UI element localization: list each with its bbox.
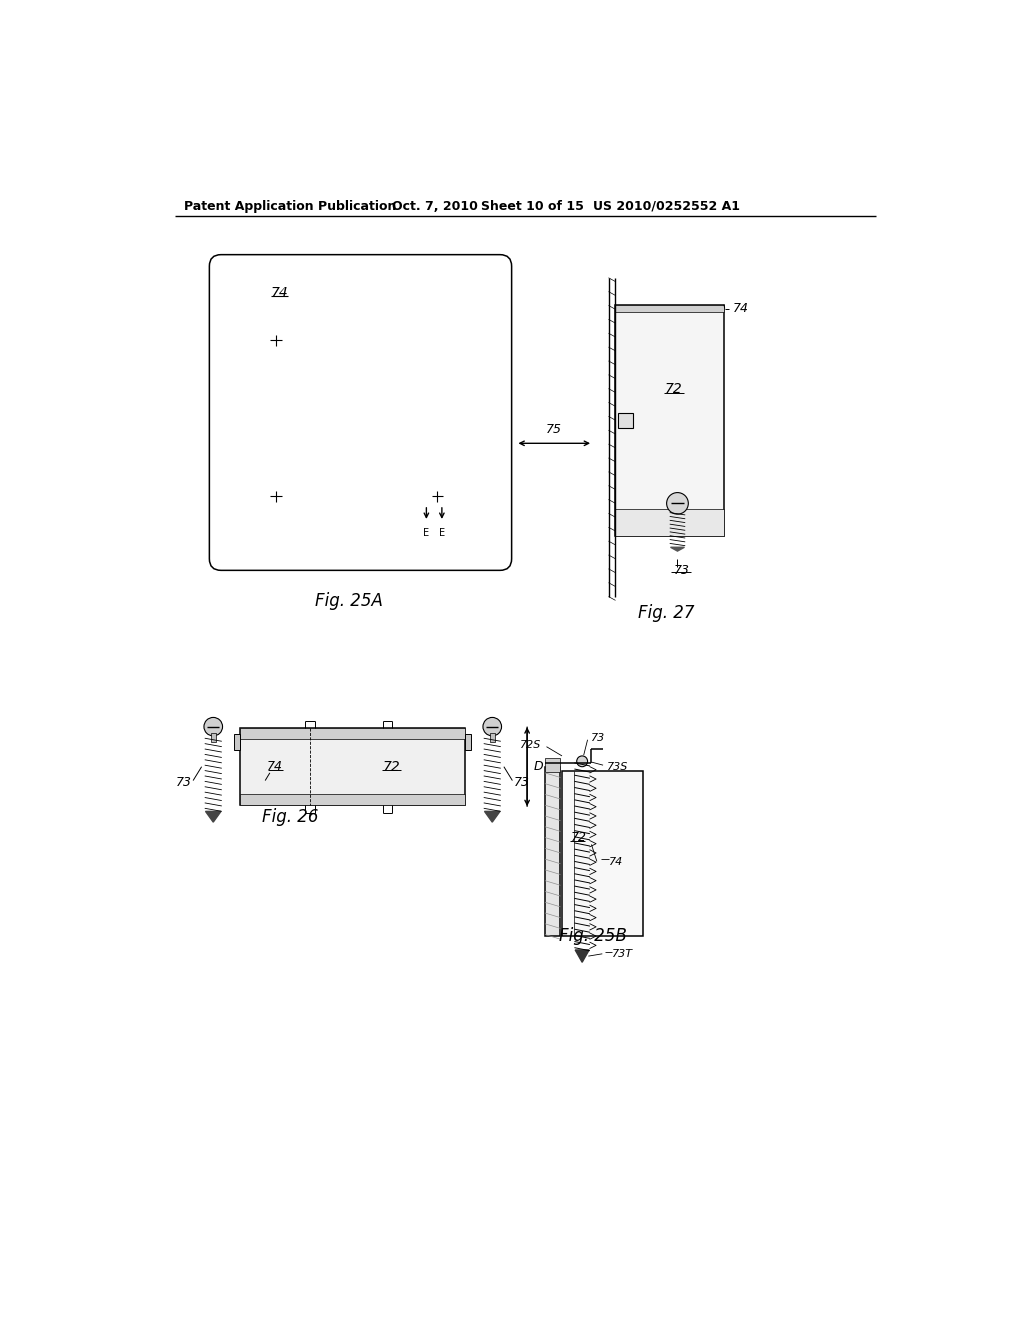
Polygon shape [484,812,500,822]
Bar [562,771,643,936]
Text: D: D [534,760,543,774]
Text: E: E [439,528,445,539]
Bar [263,327,450,508]
Text: 73: 73 [592,733,606,743]
Bar [489,733,495,742]
Bar [263,499,450,508]
Circle shape [433,403,441,411]
Bar [465,734,471,750]
Bar [545,767,560,936]
Bar [234,734,241,750]
Text: 73: 73 [674,564,689,577]
Text: 74: 74 [732,302,749,315]
Text: Oct. 7, 2010: Oct. 7, 2010 [391,199,477,213]
Bar [263,327,450,337]
Polygon shape [206,812,221,822]
Polygon shape [575,950,589,962]
Text: 74: 74 [270,286,288,300]
Bar [615,305,724,536]
Circle shape [238,284,269,314]
Circle shape [272,429,280,437]
Text: 73T: 73T [612,949,634,958]
Text: 74: 74 [608,857,623,867]
Text: 73: 73 [175,776,191,788]
Text: Sheet 10 of 15: Sheet 10 of 15 [480,199,584,213]
Text: Fig. 25A: Fig. 25A [315,593,383,610]
Text: 72: 72 [665,383,682,396]
Circle shape [452,511,483,541]
Circle shape [577,756,588,767]
Text: Fig. 27: Fig. 27 [638,603,695,622]
Circle shape [433,337,441,345]
Text: Fig. 26: Fig. 26 [262,808,319,826]
Circle shape [667,492,688,515]
Bar [211,733,216,742]
Circle shape [429,488,445,506]
Text: Patent Application Publication: Patent Application Publication [183,199,396,213]
Circle shape [452,284,483,314]
Bar [615,305,724,313]
Circle shape [238,511,269,541]
Bar [617,412,633,428]
Circle shape [272,403,280,411]
Text: 72: 72 [571,832,588,843]
Circle shape [433,429,441,437]
Text: 74: 74 [267,760,284,774]
Text: 72: 72 [383,760,400,774]
Circle shape [267,331,285,348]
Bar [241,729,465,805]
Circle shape [483,718,502,737]
Text: E: E [423,528,429,539]
Text: 73S: 73S [607,762,629,772]
Text: Fig. 25B: Fig. 25B [559,927,627,945]
Text: US 2010/0252552 A1: US 2010/0252552 A1 [593,199,740,213]
Bar [615,508,724,536]
Bar [241,795,465,805]
Text: 73: 73 [514,776,530,788]
Bar [545,758,560,772]
Text: 75: 75 [546,422,562,436]
Polygon shape [671,548,684,552]
Text: 72S: 72S [520,741,541,750]
Bar [241,729,465,739]
Circle shape [204,718,222,737]
FancyBboxPatch shape [209,255,512,570]
Circle shape [267,488,285,506]
